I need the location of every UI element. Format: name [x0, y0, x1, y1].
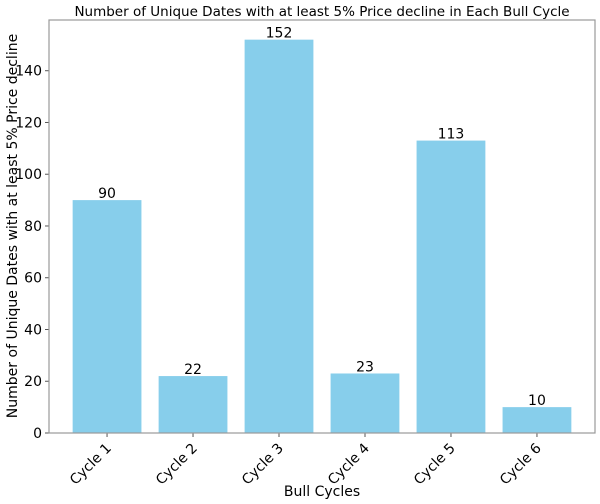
data-label: 113	[438, 127, 465, 143]
x-tick-label: Cycle 1	[67, 441, 115, 489]
bar	[416, 140, 486, 434]
data-label: 90	[98, 186, 116, 202]
y-tick-label: 80	[24, 219, 42, 235]
bar	[72, 200, 142, 433]
x-tick-label: Cycle 3	[239, 441, 287, 489]
x-tick-label: Cycle 2	[153, 441, 201, 489]
y-tick-label: 60	[24, 271, 42, 287]
y-tick-label: 140	[15, 64, 42, 80]
bar	[158, 376, 228, 433]
bar	[502, 407, 572, 433]
x-tick-label: Cycle 4	[325, 440, 373, 488]
x-axis-label: Bull Cycles	[284, 484, 360, 500]
y-tick-label: 40	[24, 322, 42, 338]
x-tick-label: Cycle 6	[497, 440, 545, 488]
data-label: 22	[184, 362, 202, 378]
chart-title: Number of Unique Dates with at least 5% …	[74, 4, 569, 20]
y-tick-label: 0	[33, 426, 42, 442]
data-label: 10	[528, 393, 546, 409]
data-label: 23	[356, 359, 374, 375]
bar	[330, 373, 400, 433]
data-label: 152	[266, 26, 293, 42]
y-tick-label: 120	[15, 115, 42, 131]
bar	[244, 39, 314, 434]
plot-frame	[48, 19, 596, 434]
x-tick-label: Cycle 5	[411, 441, 459, 489]
y-axis-label: Number of Unique Dates with at least 5% …	[5, 34, 21, 418]
y-tick-label: 100	[15, 167, 42, 183]
y-tick-label: 20	[24, 374, 42, 390]
